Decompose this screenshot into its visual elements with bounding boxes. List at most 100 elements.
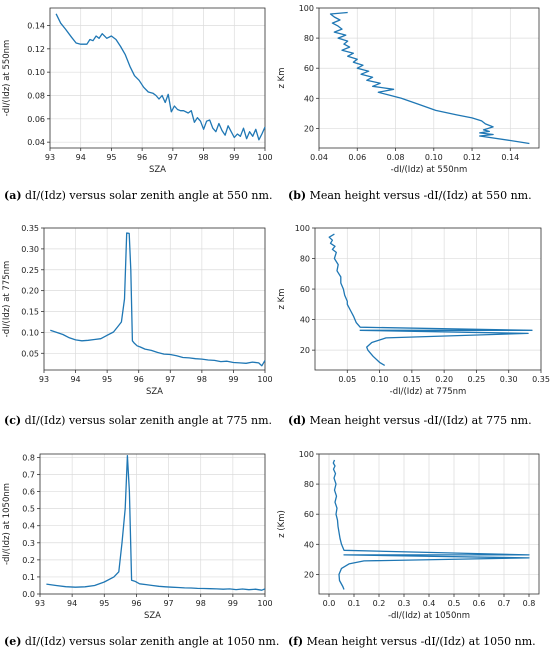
plot-frame — [318, 7, 540, 149]
x-tick-label: 0.35 — [532, 375, 550, 384]
x-tick-label: 93 — [35, 599, 45, 608]
y-axis-label: -dI/(Idz) at 775nm — [2, 261, 12, 338]
y-tick-label: 0.25 — [21, 266, 39, 275]
x-tick-label: 0.5 — [448, 599, 461, 608]
y-tick-label: 80 — [304, 34, 314, 43]
y-tick-label: 0.3 — [22, 539, 35, 548]
chart-a-panel: 93 94 95 96 97 98 99 100 0.04 0.06 0.08 0.10 0.12 0.1… — [0, 0, 275, 185]
x-tick-label: 0.25 — [468, 375, 486, 384]
y-axis-label: z (Km) — [277, 510, 287, 538]
x-tick-label: 0.10 — [371, 375, 389, 384]
y-tick-label: 60 — [300, 285, 310, 294]
y-tick-label: 0.10 — [27, 68, 45, 77]
x-tick-label: 0.4 — [423, 599, 436, 608]
y-tick-label: 0.04 — [27, 138, 45, 147]
x-axis-label: SZA — [149, 165, 166, 175]
x-tick-label: 0.20 — [435, 375, 453, 384]
caption-d: (d) Mean height versus -dI/(Idz) at 775 … — [288, 414, 532, 427]
chart-b: 0.04 0.06 0.08 0.10 0.12 0.14 20 40 60 80 100 -dI/(… — [277, 4, 540, 175]
y-tick-label: 0.1 — [22, 573, 35, 582]
y-tick-label: 60 — [304, 510, 314, 519]
y-tick-label: 60 — [304, 64, 314, 73]
caption-f: (f) Mean height versus -dI/(Idz) at 1050… — [288, 635, 536, 648]
y-tick-label: 20 — [304, 124, 314, 133]
y-tick-label: 40 — [304, 540, 314, 549]
x-axis-label: -dI/(Idz) at 1050nm — [388, 611, 470, 621]
x-tick-label: 94 — [76, 153, 86, 162]
x-tick-label: 100 — [257, 599, 272, 608]
x-tick-label: 96 — [137, 153, 147, 162]
y-tick-label: 0.10 — [21, 328, 39, 337]
x-tick-label: 97 — [163, 599, 173, 608]
chart-d: 0.05 0.10 0.15 0.20 0.25 0.30 0.35 20 40 60 80 100 -… — [277, 224, 550, 397]
x-tick-label: 0.08 — [387, 153, 405, 162]
x-tick-label: 96 — [134, 375, 144, 384]
y-tick-label: 0.8 — [22, 453, 35, 462]
y-tick-label: 0.2 — [22, 556, 35, 565]
y-tick-label: 0.08 — [27, 92, 45, 101]
x-tick-label: 0.12 — [463, 153, 481, 162]
x-tick-label: 0.14 — [501, 153, 519, 162]
x-tick-label: 95 — [99, 599, 109, 608]
x-tick-label: 0.8 — [523, 599, 536, 608]
y-tick-label: 100 — [295, 224, 310, 233]
y-tick-label: 0.35 — [21, 224, 39, 233]
y-tick-label: 0.06 — [27, 115, 45, 124]
x-tick-label: 97 — [168, 153, 178, 162]
chart-c-panel: 93 94 95 96 97 98 99 100 0.05 0.10 0.15 0.20 0.25 0.3… — [0, 220, 275, 410]
chart-f: 0.0 0.1 0.2 0.3 0.4 0.5 0.6 0.7 0.8 20 40 60 80 100 -d… — [277, 450, 540, 621]
plot-frame — [49, 7, 266, 149]
caption-c: (c) dI/(Idz) versus solar zenith angle a… — [4, 414, 273, 427]
x-tick-label: 0.7 — [498, 599, 511, 608]
caption-a: (a) dI/(Idz) versus solar zenith angle a… — [4, 189, 273, 202]
x-tick-label: 0.6 — [473, 599, 486, 608]
x-axis-label: -dI/(Idz) at 775nm — [390, 387, 467, 397]
x-tick-label: 96 — [131, 599, 141, 608]
x-tick-label: 98 — [198, 153, 208, 162]
y-tick-label: 0.20 — [21, 287, 39, 296]
plot-frame — [314, 227, 542, 371]
y-tick-label: 100 — [299, 450, 314, 459]
y-tick-label: 0.4 — [22, 522, 35, 531]
chart-e: 93 94 95 96 97 98 99 100 0.0 0.1 0.2 0.3 0.4 0.5 0.6 0.… — [2, 453, 273, 621]
plot-frame — [39, 453, 266, 595]
x-tick-label: 97 — [165, 375, 175, 384]
y-tick-label: 40 — [300, 316, 310, 325]
x-tick-label: 94 — [67, 599, 77, 608]
y-tick-label: 80 — [300, 255, 310, 264]
x-tick-label: 100 — [257, 153, 272, 162]
x-tick-label: 100 — [257, 375, 272, 384]
y-tick-label: 20 — [300, 346, 310, 355]
x-tick-label: 0.30 — [500, 375, 518, 384]
x-axis-label: -dI/(Idz) at 550nm — [391, 165, 468, 175]
x-tick-label: 99 — [229, 153, 239, 162]
x-tick-label: 94 — [70, 375, 80, 384]
x-tick-label: 0.10 — [425, 153, 443, 162]
y-tick-label: 100 — [299, 4, 314, 13]
chart-a: 93 94 95 96 97 98 99 100 0.04 0.06 0.08 0.10 0.12 0.1… — [2, 7, 273, 175]
series-line — [332, 459, 530, 590]
y-tick-label: 0.12 — [27, 45, 45, 54]
x-tick-label: 99 — [228, 599, 238, 608]
x-tick-label: 0.2 — [373, 599, 386, 608]
x-tick-label: 93 — [39, 375, 49, 384]
x-tick-label: 0.1 — [348, 599, 361, 608]
x-tick-label: 98 — [196, 599, 206, 608]
y-tick-label: 0.5 — [22, 505, 35, 514]
chart-b-panel: 0.04 0.06 0.08 0.10 0.12 0.14 20 40 60 80 100 -dI/(… — [275, 0, 550, 185]
x-tick-label: 99 — [228, 375, 238, 384]
x-tick-label: 0.04 — [310, 153, 328, 162]
x-tick-label: 95 — [106, 153, 116, 162]
series-line — [328, 233, 533, 366]
chart-d-panel: 0.05 0.10 0.15 0.20 0.25 0.30 0.35 20 40 60 80 100 -… — [275, 220, 550, 410]
y-axis-label: -dI/(Idz) at 550nm — [2, 40, 12, 117]
caption-e: (e) dI/(Idz) versus solar zenith angle a… — [4, 635, 280, 648]
chart-e-panel: 93 94 95 96 97 98 99 100 0.0 0.1 0.2 0.3 0.4 0.5 0.6 0.… — [0, 446, 275, 629]
y-axis-label: z Km — [277, 67, 287, 88]
chart-c: 93 94 95 96 97 98 99 100 0.05 0.10 0.15 0.20 0.25 0.3… — [2, 224, 273, 397]
y-tick-label: 0.15 — [21, 308, 39, 317]
y-tick-label: 0.30 — [21, 245, 39, 254]
series-line — [46, 455, 266, 591]
y-tick-label: 0.14 — [27, 22, 45, 31]
x-tick-label: 98 — [197, 375, 207, 384]
